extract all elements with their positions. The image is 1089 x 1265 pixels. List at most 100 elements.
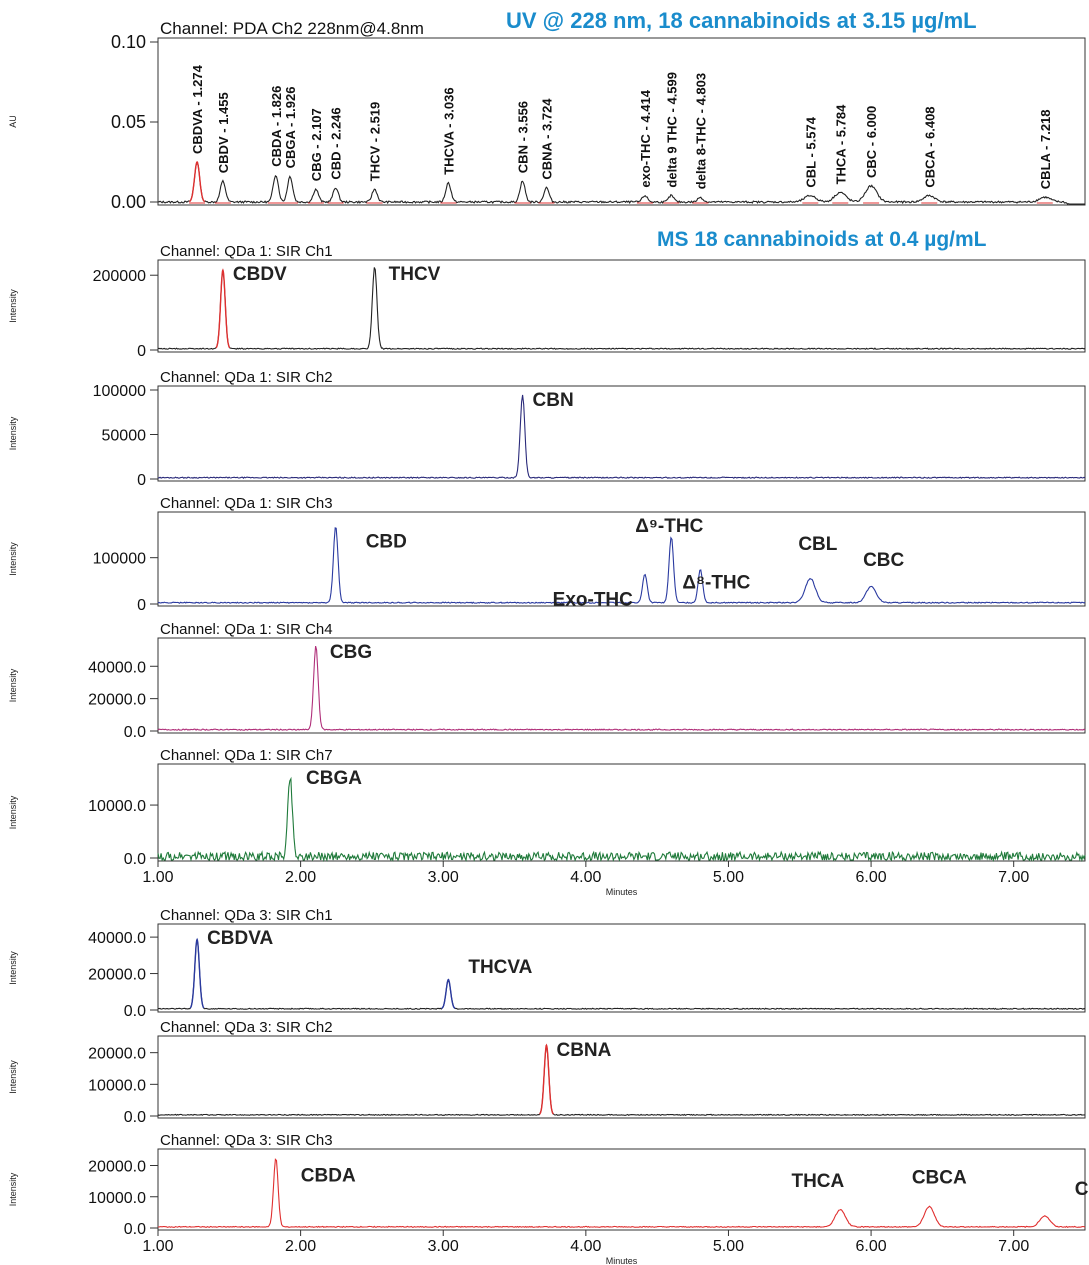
peak-label: CBDV - 1.455 <box>216 92 231 173</box>
plot-frame <box>157 385 1086 482</box>
x-tick-label: 7.00 <box>998 1238 1029 1255</box>
panel-title: Channel: PDA Ch2 228nm@4.8nm <box>160 19 424 38</box>
panel-title: Channel: QDa 1: SIR Ch1 <box>160 243 333 260</box>
y-tick-label: 100000 <box>93 551 146 568</box>
uv-header: UV @ 228 nm, 18 cannabinoids at 3.15 µg/… <box>506 8 977 33</box>
peak-label: CBNA - 3.724 <box>539 98 554 180</box>
y-axis-label: Intensity <box>8 1060 18 1094</box>
peak-label: CBLA - 7.218 <box>1038 109 1053 189</box>
y-tick-label: 10000.0 <box>88 1190 146 1207</box>
peak-label: delta 8-THC - 4.803 <box>693 73 708 189</box>
panel-9: Channel: QDa 3: SIR Ch3 Intensity 20000.0 1… <box>8 1132 1089 1265</box>
x-tick-label: 4.00 <box>570 869 601 886</box>
panel-title: Channel: QDa 1: SIR Ch7 <box>160 747 333 764</box>
trace-line <box>157 776 1086 863</box>
peak-label: THCVA <box>468 957 532 978</box>
y-tick-label: 40000.0 <box>88 930 146 947</box>
y-axis-label: Intensity <box>8 795 18 829</box>
peak-label: CBCA - 6.408 <box>922 106 937 187</box>
peak-label: CBG <box>330 642 372 663</box>
trace-line <box>157 394 1086 479</box>
x-axis-label: Minutes <box>606 887 638 897</box>
peak-highlight <box>188 161 206 203</box>
peak-label: THCA <box>791 1171 844 1192</box>
ms-header: MS 18 cannabinoids at 0.4 µg/mL <box>657 228 987 251</box>
y-tick-label: 0.0 <box>124 1221 146 1238</box>
peak-label: THCV - 2.519 <box>368 102 383 181</box>
peak-label: CBDV <box>233 264 287 285</box>
y-tick-label: 100000 <box>93 383 146 400</box>
peak-highlight <box>215 268 231 349</box>
peak-highlight <box>441 978 456 1010</box>
peak-label: CBLA <box>1075 1179 1089 1200</box>
peak-label: CBD - 2.246 <box>329 107 344 179</box>
plot-frame <box>157 637 1086 734</box>
peak-label: CBN <box>533 390 574 411</box>
y-tick-label: 0.0 <box>124 1003 146 1020</box>
y-tick-label: 20000.0 <box>88 967 146 984</box>
peak-label: CBG - 2.107 <box>309 108 324 181</box>
x-tick-label: 7.00 <box>998 869 1029 886</box>
peak-label: delta 9 THC - 4.599 <box>664 72 679 188</box>
plot-frame <box>157 1148 1086 1231</box>
x-tick-label: 6.00 <box>856 869 887 886</box>
x-tick-label: 3.00 <box>428 1238 459 1255</box>
x-tick-label: 1.00 <box>142 1238 173 1255</box>
panel-3: Channel: QDa 1: SIR Ch2 Intensity 100000 50… <box>8 369 1086 489</box>
y-axis-label: Intensity <box>8 542 18 576</box>
peak-highlight <box>539 1043 554 1115</box>
x-tick-label: 3.00 <box>428 869 459 886</box>
trace-line <box>157 645 1086 731</box>
y-tick-label: 0.00 <box>111 192 146 212</box>
trace-line <box>157 527 1086 604</box>
peak-label: Δ⁹-THC <box>635 516 703 537</box>
peak-label: CBCA <box>912 1168 967 1189</box>
panel-2: Channel: QDa 1: SIR Ch1 Intensity 200000 0 C… <box>8 243 1086 360</box>
plot-frame <box>157 923 1086 1013</box>
y-tick-label: 0 <box>137 343 146 360</box>
peak-label: CBDA <box>301 1165 356 1186</box>
panel-title: Channel: QDa 3: SIR Ch1 <box>160 907 333 924</box>
trace-line <box>157 1044 1086 1116</box>
y-tick-label: 0.05 <box>111 112 146 132</box>
plot-frame <box>157 511 1086 607</box>
y-tick-label: 20000.0 <box>88 692 146 709</box>
peak-label: CBGA <box>306 768 362 789</box>
y-tick-label: 10000.0 <box>88 1077 146 1094</box>
y-tick-label: 200000 <box>93 268 146 285</box>
peak-label: CBDVA <box>207 928 273 949</box>
x-tick-label: 5.00 <box>713 869 744 886</box>
y-tick-label: 0.0 <box>124 724 146 741</box>
y-tick-label: 0 <box>137 597 146 614</box>
peak-label: Δ⁸-THC <box>682 573 750 594</box>
y-tick-label: 20000.0 <box>88 1046 146 1063</box>
panel-title: Channel: QDa 3: SIR Ch2 <box>160 1019 333 1036</box>
y-axis-label: Intensity <box>8 289 18 323</box>
y-axis-label: AU <box>8 115 18 128</box>
y-tick-label: 0.10 <box>111 32 146 52</box>
panel-5: Channel: QDa 1: SIR Ch4 Intensity 40000.0 2… <box>8 621 1086 741</box>
panel-4: Channel: QDa 1: SIR Ch3 Intensity 100000 0 C… <box>8 495 1086 614</box>
panel-8: Channel: QDa 3: SIR Ch2 Intensity 20000.0 1… <box>8 1019 1086 1126</box>
x-tick-label: 2.00 <box>285 869 316 886</box>
y-axis-label: Intensity <box>8 951 18 985</box>
peak-label: THCA - 5.784 <box>833 104 848 184</box>
peak-label: exo-THC - 4.414 <box>638 89 653 187</box>
plot-frame <box>157 1035 1086 1119</box>
peak-label: CBC <box>863 550 904 571</box>
x-tick-label: 4.00 <box>570 1238 601 1255</box>
peak-label: THCV <box>389 264 441 285</box>
peak-label: CBD <box>366 532 407 553</box>
trace-line <box>157 267 1086 350</box>
panel-title: Channel: QDa 1: SIR Ch3 <box>160 495 333 512</box>
peak-label: CBNA <box>556 1040 611 1061</box>
y-axis-label: Intensity <box>8 416 18 450</box>
panel-title: Channel: QDa 3: SIR Ch3 <box>160 1132 333 1149</box>
y-tick-label: 20000.0 <box>88 1159 146 1176</box>
y-tick-label: 40000.0 <box>88 659 146 676</box>
peak-label: CBDA - 1.826 <box>269 86 284 167</box>
panel-6: Channel: QDa 1: SIR Ch7 Intensity 10000.0 0… <box>8 747 1086 897</box>
x-tick-label: 2.00 <box>285 1238 316 1255</box>
y-tick-label: 0 <box>137 472 146 489</box>
